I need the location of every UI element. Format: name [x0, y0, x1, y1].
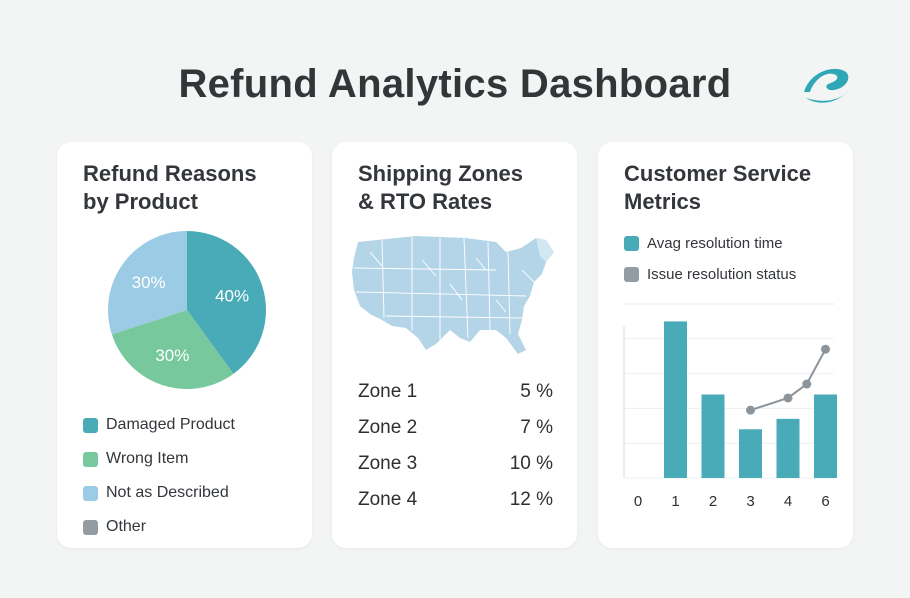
bar-6: [814, 394, 837, 478]
bar-4: [776, 418, 800, 478]
refund-reasons-title-line1: Refund Reasons: [83, 161, 257, 186]
legend-item: Avag resolution time: [624, 228, 796, 259]
zone-rate: 10 %: [509, 453, 553, 474]
shipping-zones-title-line2: & RTO Rates: [358, 189, 493, 214]
zone-rate: 7 %: [520, 417, 553, 438]
resolution-status-line: [750, 348, 827, 412]
x-tick-label: 1: [671, 493, 679, 510]
line-point: [746, 405, 755, 415]
legend-swatch: [624, 236, 639, 251]
x-tick-label: 2: [709, 493, 717, 510]
legend-item: Wrong Item: [83, 442, 235, 476]
zone-row: Zone 1 5 %: [358, 374, 553, 410]
line-point: [802, 379, 812, 389]
x-tick-label: 4: [784, 493, 792, 510]
refund-reasons-legend: Damaged Product Wrong Item Not as Describe…: [83, 408, 235, 544]
customer-service-title-line1: Customer Service: [624, 161, 812, 186]
zone-row: Zone 4 12 %: [358, 482, 553, 518]
legend-swatch: [83, 519, 98, 535]
pie-slice-2: [107, 231, 187, 335]
pie-slice-label: 40%: [215, 286, 249, 305]
legend-label: Not as Described: [106, 484, 229, 501]
legend-label: Damaged Product: [106, 416, 235, 433]
legend-item: Issue resolution status: [624, 259, 796, 290]
pie-slice-0: [187, 231, 266, 374]
bar-2: [701, 394, 725, 478]
refund-reasons-title: Refund Reasons by Product: [83, 160, 257, 216]
bar-1: [664, 321, 687, 478]
pie-slice-label: 30%: [132, 273, 166, 292]
customer-service-card: Customer Service Metrics Avag resolution…: [598, 142, 853, 548]
customer-service-bar-chart: 0 1 2 3 4 6: [623, 303, 837, 510]
legend-label: Avag resolution time: [647, 235, 783, 252]
legend-swatch: [83, 451, 98, 467]
legend-item: Not as Described: [83, 476, 235, 510]
legend-label: Other: [106, 518, 147, 535]
legend-swatch: [83, 417, 98, 433]
legend-item: Other: [83, 510, 235, 544]
legend-swatch: [624, 267, 639, 282]
zone-name: Zone 1: [358, 381, 418, 402]
line-point: [783, 393, 793, 403]
shipping-zones-title-line1: Shipping Zones: [358, 161, 523, 186]
refund-reasons-card: Refund Reasons by Product 40% 30% 30% Dama…: [57, 142, 312, 548]
refund-reasons-title-line2: by Product: [83, 189, 198, 214]
pie-slice-label: 30%: [155, 346, 189, 365]
pie-slice-1: [111, 310, 234, 389]
line-point: [821, 344, 830, 354]
legend-swatch: [83, 485, 98, 501]
brand-logo-icon: [804, 68, 849, 103]
legend-label: Issue resolution status: [647, 266, 797, 283]
zone-row: Zone 3 10 %: [358, 446, 553, 482]
customer-service-title-line2: Metrics: [624, 189, 702, 214]
x-tick-label: 3: [746, 493, 754, 510]
refund-reasons-pie-chart: 40% 30% 30%: [107, 231, 266, 389]
shipping-zones-title: Shipping Zones & RTO Rates: [358, 160, 523, 216]
legend-label: Wrong Item: [106, 450, 189, 467]
legend-item: Damaged Product: [83, 408, 235, 442]
bar-3: [739, 429, 762, 478]
zone-rate-list: Zone 1 5 % Zone 2 7 % Zone 3 10 % Zone 4 12 %: [358, 374, 553, 518]
zone-row: Zone 2 7 %: [358, 410, 553, 446]
customer-service-title: Customer Service Metrics: [624, 160, 811, 216]
zone-name: Zone 2: [358, 417, 418, 438]
x-tick-label: 6: [821, 493, 829, 510]
zone-name: Zone 3: [358, 453, 418, 474]
zone-name: Zone 4: [358, 489, 418, 510]
customer-service-legend: Avag resolution time Issue resolution sta…: [624, 228, 796, 290]
x-tick-label: 0: [634, 493, 642, 510]
us-map-icon: [352, 236, 554, 354]
zone-rate: 5 %: [520, 381, 553, 402]
zone-rate: 12 %: [509, 489, 553, 510]
page-title: Refund Analytics Dashboard: [178, 62, 732, 106]
